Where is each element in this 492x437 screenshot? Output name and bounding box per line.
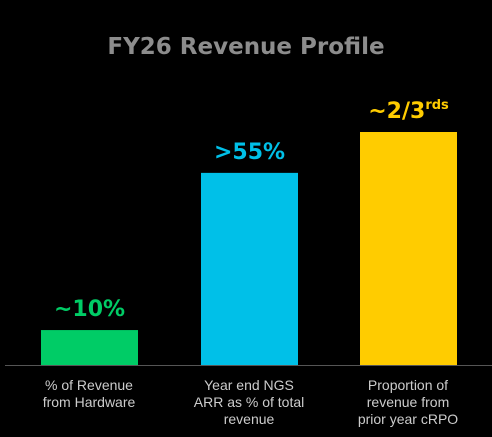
data-label-2: >55% xyxy=(214,140,285,165)
data-label-1: ~10% xyxy=(54,297,125,322)
category-label-2: Year end NGS ARR as % of total revenue xyxy=(193,377,305,427)
category-label-1: % of Revenue from Hardware xyxy=(42,377,136,410)
bar-3 xyxy=(360,132,457,365)
category-label-3: Proportion of revenue from prior year cRPO xyxy=(357,377,459,427)
data-label-3: ~2/3rds xyxy=(368,98,449,124)
bar-2 xyxy=(201,172,298,365)
chart-title: FY26 Revenue Profile xyxy=(107,34,385,60)
bar-1 xyxy=(41,330,138,365)
